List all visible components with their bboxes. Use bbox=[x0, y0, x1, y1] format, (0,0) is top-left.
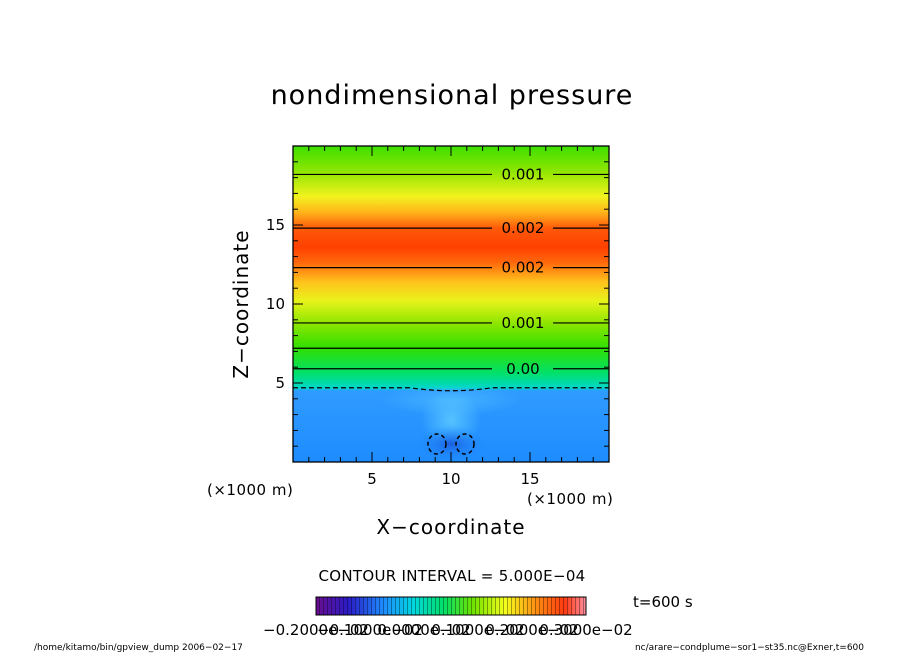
x-tick-label: 10 bbox=[441, 470, 460, 488]
colorbar-tick-label: 0.2000e−02 bbox=[485, 621, 578, 639]
contour-low-cell-left bbox=[427, 433, 447, 455]
colorbar-tick-label: 0.0000e−02 bbox=[377, 621, 470, 639]
x-tick-label: 5 bbox=[367, 470, 377, 488]
contour-interval-text: CONTOUR INTERVAL = 5.000E−04 bbox=[318, 567, 585, 585]
colorbar: −0.2000e−02−0.1000e−020.0000e−020.1000e−… bbox=[263, 596, 633, 639]
footer-left: /home/kitamo/bin/gpview_dump 2006−02−17 bbox=[34, 643, 243, 653]
colorbar-divisions bbox=[316, 597, 586, 615]
colorbar-frame bbox=[315, 596, 587, 616]
contour-label: 0.001 bbox=[502, 314, 545, 332]
contour-label: 0.002 bbox=[502, 219, 545, 237]
plot-area: 0.001 0.002 0.002 0.001 0.00 5 10 15 5 10 15 bbox=[266, 145, 610, 488]
y-axis-label: Z−coordinate bbox=[229, 229, 253, 378]
colorbar-tick-label: 0.1000e−02 bbox=[431, 621, 524, 639]
time-label: t=600 s bbox=[633, 593, 693, 611]
chart-title: nondimensional pressure bbox=[271, 80, 634, 111]
colorbar-tick-label: 0.3000e−02 bbox=[539, 621, 632, 639]
footer-right: nc/arare−condplume−sor1−st35.nc@Exner,t=… bbox=[635, 643, 864, 653]
contour-label: 0.00 bbox=[506, 360, 539, 378]
z-unit-label: (×1000 m) bbox=[207, 481, 293, 499]
plume-spread bbox=[381, 384, 521, 416]
y-tick-label: 10 bbox=[266, 295, 285, 313]
contour-low-cell-right bbox=[455, 433, 475, 455]
y-tick-label: 15 bbox=[266, 216, 285, 234]
colorbar-tick-label: −0.1000e−02 bbox=[317, 621, 423, 639]
contour-label: 0.002 bbox=[502, 259, 545, 277]
colorbar-tick-label: −0.2000e−02 bbox=[263, 621, 369, 639]
contour-label: 0.001 bbox=[502, 165, 545, 183]
contour-line-6 bbox=[293, 387, 609, 392]
x-unit-label: (×1000 m) bbox=[527, 490, 613, 508]
y-tick-label: 5 bbox=[275, 374, 285, 392]
x-axis-label: X−coordinate bbox=[376, 515, 525, 539]
x-tick-label: 15 bbox=[520, 470, 539, 488]
